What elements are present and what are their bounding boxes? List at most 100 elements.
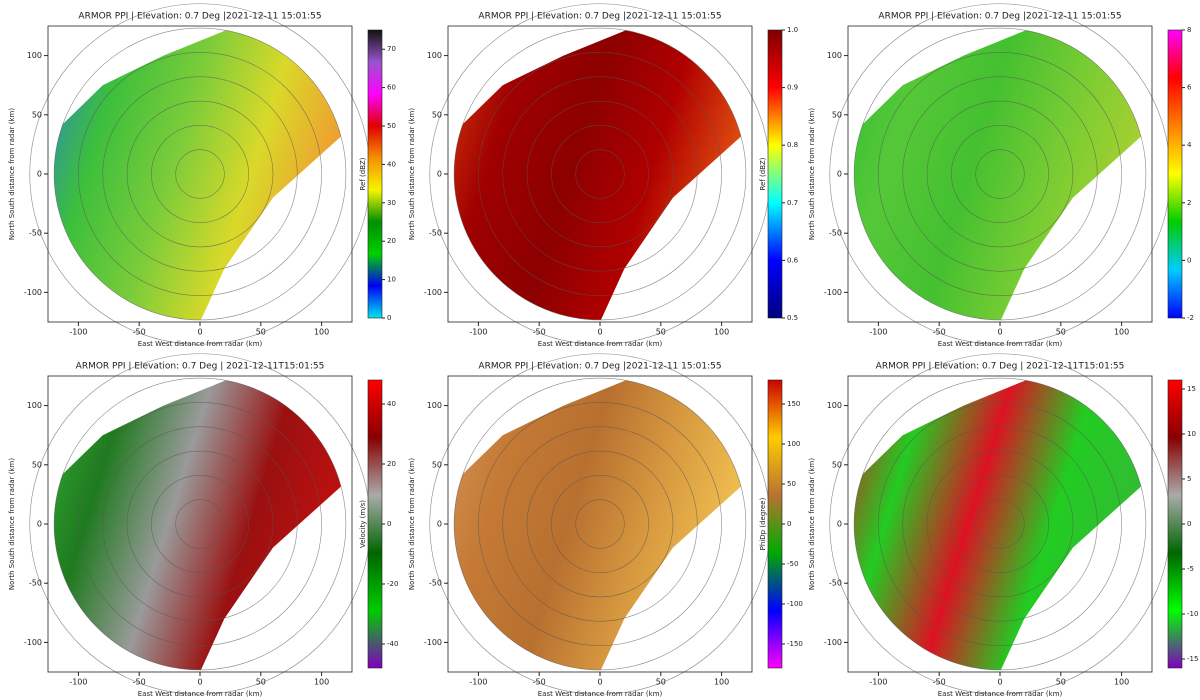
panel: ARMOR PPI | Elevation: 0.7 Deg | 2021-12… [808, 354, 1198, 698]
colorbar-tick-label: 20 [387, 460, 396, 468]
colorbar-tick-label: 50 [387, 122, 396, 130]
y-tick-label: 0 [37, 520, 42, 529]
colorbar-tick-label: 0 [1187, 256, 1191, 264]
x-tick-label: 100 [714, 328, 729, 337]
x-axis-label: East West distance from radar (km) [538, 690, 663, 698]
x-tick-label: -100 [469, 678, 487, 687]
x-tick-label: 0 [597, 678, 602, 687]
radar-field [48, 376, 352, 672]
y-tick-label: -100 [24, 638, 42, 647]
chart-title: ARMOR PPI | Elevation: 0.7 Deg | 2021-12… [76, 362, 325, 372]
colorbar-tick-label: 100 [787, 440, 800, 448]
x-tick-label: 50 [256, 328, 266, 337]
x-tick-label: -50 [533, 678, 546, 687]
y-tick-label: 0 [837, 170, 842, 179]
x-tick-label: -50 [533, 328, 546, 337]
x-tick-label: -100 [869, 678, 887, 687]
y-tick-label: 50 [832, 110, 842, 119]
colorbar-tick-label: 5 [1187, 475, 1191, 483]
colorbar-tick-label: -40 [387, 640, 398, 648]
x-tick-label: 0 [197, 678, 202, 687]
colorbar-tick-label: 0.8 [787, 141, 798, 149]
colorbar [368, 30, 382, 318]
chart-title: ARMOR PPI | Elevation: 0.7 Deg |2021-12-… [478, 12, 721, 22]
y-tick-label: 50 [832, 460, 842, 469]
y-axis-label: North South distance from radar (km) [8, 458, 16, 590]
x-tick-label: 50 [656, 328, 666, 337]
y-tick-label: 0 [437, 520, 442, 529]
colorbar [768, 380, 782, 668]
radar-field [448, 26, 752, 322]
x-tick-label: -50 [133, 328, 146, 337]
y-tick-label: 100 [27, 51, 42, 60]
colorbar-tick-label: 0.7 [787, 199, 798, 207]
colorbar-tick-label: -100 [787, 600, 803, 608]
y-tick-label: 50 [32, 460, 42, 469]
x-tick-label: 100 [1114, 328, 1129, 337]
x-tick-label: 0 [997, 678, 1002, 687]
y-tick-label: 100 [827, 401, 842, 410]
panel: ARMOR PPI | Elevation: 0.7 Deg |2021-12-… [808, 4, 1194, 348]
colorbar-tick-label: -150 [787, 640, 803, 648]
chart-title: ARMOR PPI | Elevation: 0.7 Deg |2021-12-… [878, 12, 1121, 22]
y-tick-label: 100 [827, 51, 842, 60]
x-tick-label: 0 [997, 328, 1002, 337]
x-tick-label: 50 [1056, 328, 1066, 337]
x-axis-label: East West distance from radar (km) [538, 340, 663, 348]
y-tick-label: 0 [437, 170, 442, 179]
colorbar-tick-label: 0 [387, 314, 391, 322]
x-tick-label: 50 [1056, 678, 1066, 687]
x-tick-label: 0 [597, 328, 602, 337]
x-tick-label: 100 [714, 678, 729, 687]
colorbar [1168, 380, 1182, 668]
x-axis-label: East West distance from radar (km) [138, 340, 263, 348]
y-axis-label: North South distance from radar (km) [8, 108, 16, 240]
colorbar-tick-label: -5 [1187, 565, 1194, 573]
radar-field [848, 26, 1152, 322]
colorbar [368, 380, 382, 668]
colorbar-tick-label: 0.9 [787, 84, 798, 92]
x-tick-label: -100 [69, 678, 87, 687]
figure: ARMOR PPI | Elevation: 0.7 Deg |2021-12-… [0, 0, 1200, 700]
colorbar-tick-label: 70 [387, 45, 396, 53]
x-tick-label: -100 [869, 328, 887, 337]
y-axis-label: North South distance from radar (km) [408, 108, 416, 240]
y-tick-label: 50 [432, 460, 442, 469]
colorbar-tick-label: 10 [1187, 430, 1196, 438]
y-tick-label: -100 [824, 638, 842, 647]
x-tick-label: 50 [256, 678, 266, 687]
radar-field [48, 26, 352, 322]
colorbar-tick-label: -50 [787, 560, 798, 568]
colorbar-tick-label: 6 [1187, 84, 1192, 92]
colorbar-tick-label: 20 [387, 237, 396, 245]
x-tick-label: -50 [133, 678, 146, 687]
x-tick-label: 50 [656, 678, 666, 687]
colorbar-tick-label: 50 [787, 480, 796, 488]
y-tick-label: -100 [824, 288, 842, 297]
colorbar-label: Velocity (m/s) [359, 500, 367, 548]
x-tick-label: 100 [314, 328, 329, 337]
colorbar-tick-label: -15 [1187, 655, 1198, 663]
colorbar-tick-label: 8 [1187, 26, 1191, 34]
y-tick-label: -100 [24, 288, 42, 297]
colorbar-label: PhiDp (degree) [759, 497, 767, 550]
y-tick-label: 50 [432, 110, 442, 119]
colorbar [768, 30, 782, 318]
colorbar-tick-label: 0.6 [787, 256, 799, 264]
y-tick-label: 0 [837, 520, 842, 529]
colorbar-tick-label: 150 [787, 400, 800, 408]
colorbar-tick-label: 60 [387, 84, 396, 92]
y-tick-label: -50 [829, 579, 842, 588]
colorbar-tick-label: 0.5 [787, 314, 798, 322]
colorbar-tick-label: 0 [787, 520, 791, 528]
x-tick-label: -100 [69, 328, 87, 337]
x-tick-label: -50 [933, 328, 946, 337]
panel: ARMOR PPI | Elevation: 0.7 Deg |2021-12-… [408, 4, 799, 348]
y-tick-label: -100 [424, 288, 442, 297]
colorbar [1168, 30, 1182, 318]
x-tick-label: -50 [933, 678, 946, 687]
panel: ARMOR PPI | Elevation: 0.7 Deg |2021-12-… [408, 354, 803, 698]
y-axis-label: North South distance from radar (km) [808, 108, 816, 240]
colorbar-tick-label: 40 [387, 160, 396, 168]
colorbar-tick-label: 2 [1187, 199, 1191, 207]
